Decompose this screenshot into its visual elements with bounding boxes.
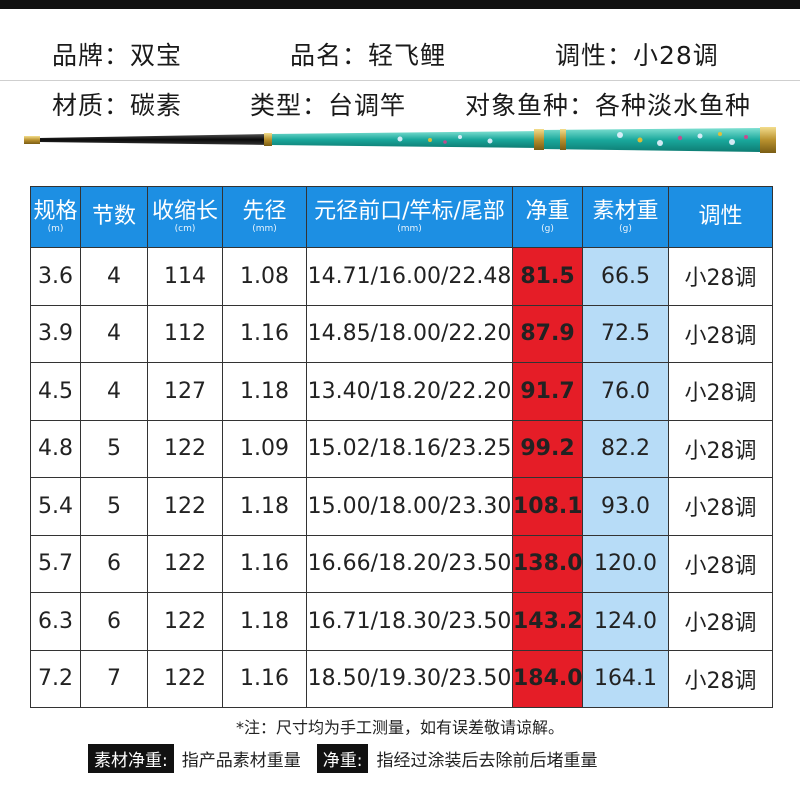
cell-tip-diameter: 1.08 xyxy=(222,247,307,306)
table-row: 4.8 5 122 1.09 15.02/18.16/23.25 99.2 82… xyxy=(30,419,773,478)
cell-tip-diameter: 1.16 xyxy=(222,649,307,708)
table-header-row: 规格 (m) 节数 收缩长 (cm) 先径 (mm) 元径前口/竿标/尾部 (mm) 净… xyxy=(30,186,773,248)
cell-length: 7.2 xyxy=(30,649,81,708)
cell-sections: 7 xyxy=(80,649,148,708)
net-weight-tag: 净重: xyxy=(316,744,369,773)
cell-length: 6.3 xyxy=(30,592,81,651)
weight-legend: 素材净重: 指产品素材重量 净重: 指经过涂装后去除前后堵重量 xyxy=(88,744,613,773)
spec-divider xyxy=(0,80,800,81)
cell-action: 小28调 xyxy=(668,419,773,478)
table-row: 7.2 7 122 1.16 18.50/19.30/23.50 184.0 1… xyxy=(30,649,773,708)
cell-material-weight: 66.5 xyxy=(582,247,669,306)
cell-butt-diameters: 14.71/16.00/22.48 xyxy=(306,247,513,306)
cell-retracted-length: 122 xyxy=(147,477,223,536)
cell-length: 3.9 xyxy=(30,304,81,363)
cell-butt-diameters: 18.50/19.30/23.50 xyxy=(306,649,513,708)
cell-action: 小28调 xyxy=(668,304,773,363)
table-row: 3.9 4 112 1.16 14.85/18.00/22.20 87.9 72… xyxy=(30,304,773,363)
cell-butt-diameters: 13.40/18.20/22.20 xyxy=(306,362,513,421)
cell-action: 小28调 xyxy=(668,592,773,651)
cell-sections: 4 xyxy=(80,304,148,363)
spec-table: 规格 (m) 节数 收缩长 (cm) 先径 (mm) 元径前口/竿标/尾部 (mm) 净… xyxy=(30,186,773,708)
header-net-weight: 净重 (g) xyxy=(512,186,583,248)
cell-tip-diameter: 1.16 xyxy=(222,304,307,363)
cell-length: 4.8 xyxy=(30,419,81,478)
cell-sections: 6 xyxy=(80,592,148,651)
table-row: 3.6 4 114 1.08 14.71/16.00/22.48 81.5 66… xyxy=(30,247,773,306)
spec-target-fish: 对象鱼种：各种淡水鱼种 xyxy=(465,91,752,120)
cell-net-weight: 87.9 xyxy=(512,304,583,363)
cell-sections: 5 xyxy=(80,477,148,536)
cell-sections: 6 xyxy=(80,534,148,593)
cell-length: 5.7 xyxy=(30,534,81,593)
cell-material-weight: 93.0 xyxy=(582,477,669,536)
cell-sections: 5 xyxy=(80,419,148,478)
measurement-note: *注：尺寸均为手工测量，如有误差敬请谅解。 xyxy=(235,718,564,737)
cell-net-weight: 108.1 xyxy=(512,477,583,536)
cell-action: 小28调 xyxy=(668,649,773,708)
cell-sections: 4 xyxy=(80,362,148,421)
header-butt-diameters: 元径前口/竿标/尾部 (mm) xyxy=(306,186,513,248)
spec-type: 类型：台调竿 xyxy=(250,91,407,120)
header-action: 调性 xyxy=(668,186,773,248)
cell-material-weight: 72.5 xyxy=(582,304,669,363)
cell-retracted-length: 114 xyxy=(147,247,223,306)
cell-butt-diameters: 15.02/18.16/23.25 xyxy=(306,419,513,478)
table-row: 4.5 4 127 1.18 13.40/18.20/22.20 91.7 76… xyxy=(30,362,773,421)
cell-action: 小28调 xyxy=(668,247,773,306)
cell-butt-diameters: 16.66/18.20/23.50 xyxy=(306,534,513,593)
cell-net-weight: 91.7 xyxy=(512,362,583,421)
header-tip-diameter: 先径 (mm) xyxy=(222,186,307,248)
header-sections: 节数 xyxy=(80,186,148,248)
header-length: 规格 (m) xyxy=(30,186,81,248)
cell-net-weight: 143.2 xyxy=(512,592,583,651)
cell-material-weight: 82.2 xyxy=(582,419,669,478)
cell-material-weight: 76.0 xyxy=(582,362,669,421)
cell-retracted-length: 122 xyxy=(147,592,223,651)
cell-action: 小28调 xyxy=(668,477,773,536)
spec-action: 调性：小28调 xyxy=(555,41,719,70)
cell-tip-diameter: 1.18 xyxy=(222,362,307,421)
net-weight-description: 指经过涂装后去除前后堵重量 xyxy=(376,751,598,771)
fishing-rod-image xyxy=(24,127,776,153)
cell-length: 3.6 xyxy=(30,247,81,306)
cell-material-weight: 120.0 xyxy=(582,534,669,593)
cell-retracted-length: 122 xyxy=(147,419,223,478)
cell-net-weight: 184.0 xyxy=(512,649,583,708)
cell-material-weight: 164.1 xyxy=(582,649,669,708)
cell-tip-diameter: 1.09 xyxy=(222,419,307,478)
cell-tip-diameter: 1.16 xyxy=(222,534,307,593)
spec-product-name: 品名：轻飞鲤 xyxy=(290,41,447,70)
cell-butt-diameters: 14.85/18.00/22.20 xyxy=(306,304,513,363)
cell-action: 小28调 xyxy=(668,534,773,593)
cell-retracted-length: 112 xyxy=(147,304,223,363)
header-material-weight: 素材重 (g) xyxy=(582,186,669,248)
cell-butt-diameters: 15.00/18.00/23.30 xyxy=(306,477,513,536)
cell-action: 小28调 xyxy=(668,362,773,421)
top-border xyxy=(0,0,800,9)
cell-tip-diameter: 1.18 xyxy=(222,477,307,536)
cell-tip-diameter: 1.18 xyxy=(222,592,307,651)
cell-net-weight: 138.0 xyxy=(512,534,583,593)
cell-butt-diameters: 16.71/18.30/23.50 xyxy=(306,592,513,651)
table-row: 5.4 5 122 1.18 15.00/18.00/23.30 108.1 9… xyxy=(30,477,773,536)
cell-retracted-length: 122 xyxy=(147,649,223,708)
spec-material: 材质：碳素 xyxy=(52,91,183,120)
cell-net-weight: 81.5 xyxy=(512,247,583,306)
table-row: 5.7 6 122 1.16 16.66/18.20/23.50 138.0 1… xyxy=(30,534,773,593)
material-weight-tag: 素材净重: xyxy=(88,744,174,773)
cell-net-weight: 99.2 xyxy=(512,419,583,478)
cell-length: 5.4 xyxy=(30,477,81,536)
cell-retracted-length: 127 xyxy=(147,362,223,421)
cell-material-weight: 124.0 xyxy=(582,592,669,651)
material-weight-description: 指产品素材重量 xyxy=(181,751,301,771)
spec-brand: 品牌：双宝 xyxy=(52,41,183,70)
cell-retracted-length: 122 xyxy=(147,534,223,593)
table-row: 6.3 6 122 1.18 16.71/18.30/23.50 143.2 1… xyxy=(30,592,773,651)
cell-length: 4.5 xyxy=(30,362,81,421)
cell-sections: 4 xyxy=(80,247,148,306)
header-retracted-length: 收缩长 (cm) xyxy=(147,186,223,248)
